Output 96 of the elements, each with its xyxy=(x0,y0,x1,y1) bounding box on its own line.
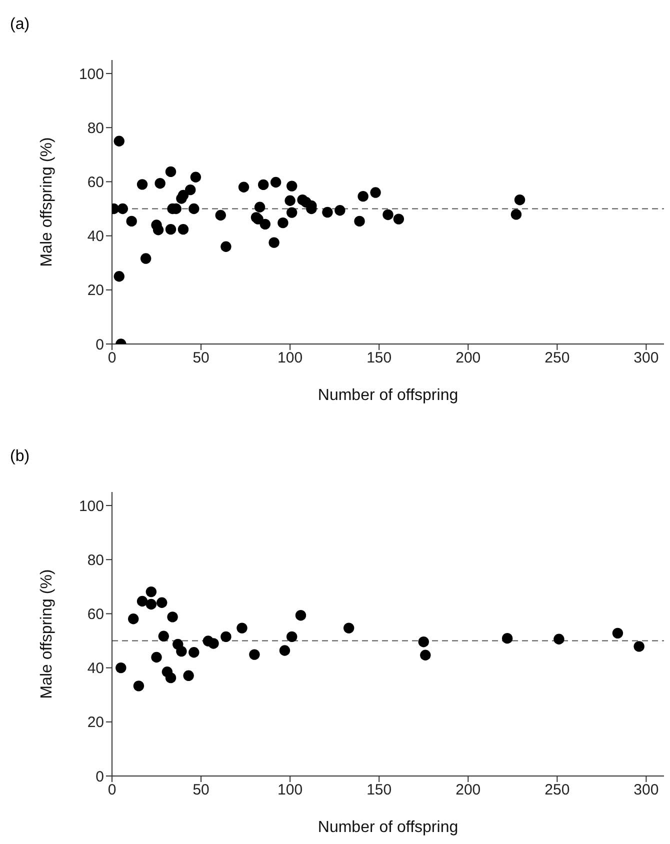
x-tick-label: 50 xyxy=(192,782,210,799)
chart-title: (b) xyxy=(9,447,31,467)
point xyxy=(354,216,365,227)
y-tick-label: 60 xyxy=(87,174,104,192)
point xyxy=(128,614,139,624)
x-tick-label: 0 xyxy=(108,782,116,799)
point xyxy=(258,179,269,190)
y-axis-title: Male offspring (%) xyxy=(38,569,56,699)
point xyxy=(270,176,282,188)
point xyxy=(151,652,162,663)
y-tick-label: 40 xyxy=(87,228,104,246)
point xyxy=(420,650,431,660)
point xyxy=(554,634,564,644)
point xyxy=(136,179,148,190)
point xyxy=(167,612,178,622)
point xyxy=(178,224,189,235)
point xyxy=(156,597,168,608)
point xyxy=(184,184,196,196)
point xyxy=(152,224,164,236)
point xyxy=(190,172,202,182)
point xyxy=(158,630,169,642)
point xyxy=(114,271,124,282)
y-tick-label: 0 xyxy=(96,768,104,786)
point xyxy=(165,224,176,235)
point xyxy=(382,209,394,220)
point xyxy=(286,631,298,642)
point xyxy=(188,647,200,658)
x-tick-label: 300 xyxy=(634,350,659,367)
y-tick-label: 20 xyxy=(87,714,104,732)
x-tick-label: 200 xyxy=(456,782,481,799)
point xyxy=(286,180,298,192)
point xyxy=(260,218,270,230)
point xyxy=(295,610,306,621)
point xyxy=(286,207,298,218)
y-tick-label: 80 xyxy=(87,120,104,137)
point xyxy=(136,596,148,607)
point xyxy=(279,645,290,656)
point xyxy=(176,646,187,657)
y-tick-label: 80 xyxy=(87,552,104,569)
x-tick-label: 150 xyxy=(366,350,392,367)
point xyxy=(238,182,250,192)
point xyxy=(220,241,232,252)
y-axis-title: Male offspring (%) xyxy=(38,137,56,267)
point xyxy=(514,194,526,206)
point xyxy=(165,672,176,684)
x-axis-title: Number of offspring xyxy=(318,819,458,836)
x-tick-label: 250 xyxy=(544,350,570,367)
y-tick-label: 40 xyxy=(87,660,104,678)
point xyxy=(343,622,354,634)
x-tick-label: 300 xyxy=(634,782,659,799)
x-tick-label: 150 xyxy=(366,782,392,799)
point xyxy=(215,210,226,221)
x-tick-label: 50 xyxy=(192,350,210,367)
point xyxy=(140,253,152,264)
point xyxy=(188,203,200,214)
x-tick-label: 0 xyxy=(108,350,116,367)
point xyxy=(634,641,644,652)
point xyxy=(284,195,296,206)
point xyxy=(358,190,368,202)
chart-title: (a) xyxy=(9,15,31,35)
y-tick-label: 0 xyxy=(96,336,104,354)
point xyxy=(236,622,248,634)
point xyxy=(278,217,288,228)
point xyxy=(114,136,124,146)
point xyxy=(393,214,404,224)
point xyxy=(165,166,176,178)
point xyxy=(117,203,128,214)
point xyxy=(334,205,346,216)
y-tick-label: 60 xyxy=(87,606,104,624)
point xyxy=(208,638,219,649)
point xyxy=(146,586,157,598)
point xyxy=(126,216,137,227)
point xyxy=(268,237,280,248)
point xyxy=(510,209,522,220)
point xyxy=(146,598,157,610)
point xyxy=(322,206,333,218)
point xyxy=(220,631,232,642)
point xyxy=(612,628,624,639)
y-tick-label: 20 xyxy=(87,282,104,300)
x-tick-label: 250 xyxy=(544,782,570,799)
y-tick-label: 100 xyxy=(78,498,104,515)
x-tick-label: 100 xyxy=(278,350,303,367)
point xyxy=(154,178,166,189)
point xyxy=(178,190,189,201)
point xyxy=(502,632,513,644)
point xyxy=(418,636,429,648)
point xyxy=(249,649,260,660)
x-tick-label: 100 xyxy=(278,782,303,799)
x-tick-label: 200 xyxy=(456,350,481,367)
point xyxy=(183,670,194,681)
y-tick-label: 100 xyxy=(78,66,104,83)
point xyxy=(254,202,266,212)
point xyxy=(133,680,144,692)
point xyxy=(370,187,381,198)
x-axis-title: Number of offspring xyxy=(318,387,458,404)
point xyxy=(116,662,126,674)
